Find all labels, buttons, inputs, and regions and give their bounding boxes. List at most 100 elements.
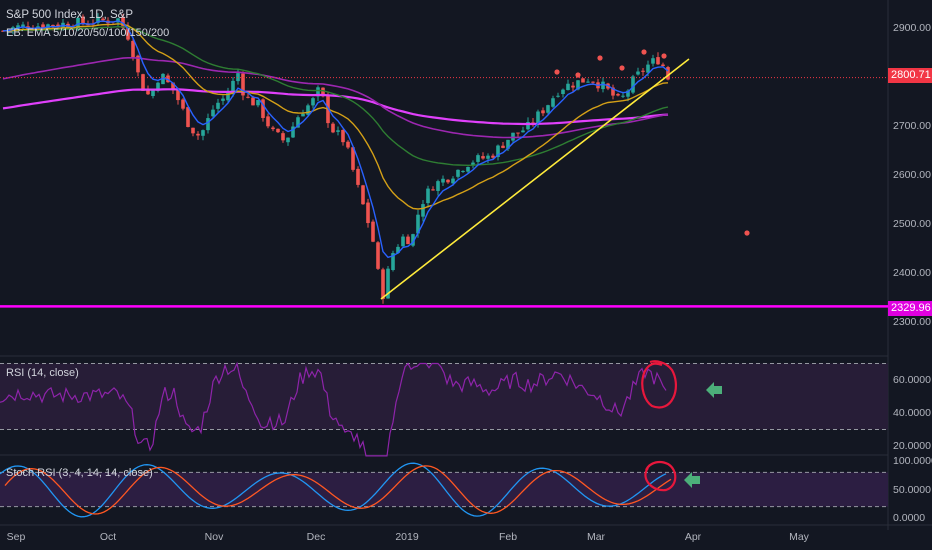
stoch-d-line — [4, 465, 672, 515]
candle-body — [386, 268, 390, 299]
candle-body — [346, 141, 350, 148]
candle-body — [661, 64, 665, 67]
time-label: Apr — [684, 531, 702, 543]
candle-body — [246, 96, 250, 98]
candle-body — [131, 40, 135, 58]
candle-body — [556, 95, 560, 97]
candle-body — [261, 99, 265, 118]
candle-body — [101, 18, 105, 21]
candle-body — [256, 99, 260, 106]
price-tick: 2500.00 — [893, 218, 931, 230]
candle-body — [546, 105, 550, 113]
candle-body — [296, 117, 300, 128]
candle-body — [646, 64, 650, 73]
candle-body — [306, 105, 310, 115]
candle-body — [356, 168, 360, 185]
signal-dot — [575, 72, 581, 78]
candle-body — [541, 110, 545, 114]
candle-body — [361, 185, 365, 205]
candle-body — [451, 178, 455, 184]
stoch-tick: 0.0000 — [893, 512, 926, 524]
candle-body — [146, 89, 150, 95]
candle-body — [476, 155, 480, 162]
candle-body — [536, 111, 540, 124]
candle-body — [241, 73, 245, 96]
candle-body — [466, 166, 470, 172]
candle-body — [446, 179, 450, 183]
candle-body — [496, 145, 500, 157]
candle-body — [601, 81, 605, 90]
candle-body — [191, 127, 195, 134]
candle-body — [581, 78, 585, 83]
candle-body — [266, 116, 270, 127]
rsi-tick: 20.0000 — [893, 440, 931, 452]
candle-body — [456, 169, 460, 177]
candle-body — [16, 25, 20, 29]
candle-body — [321, 87, 325, 97]
candle-body — [371, 221, 375, 242]
candle-body — [396, 246, 400, 254]
price-tick: 2400.00 — [893, 267, 931, 279]
stoch-annotation-circle — [644, 460, 677, 492]
ema50-line — [3, 25, 669, 167]
candle-body — [571, 85, 575, 88]
support-price-tag: 2329.96 — [888, 301, 932, 316]
time-label: 2019 — [395, 531, 419, 543]
candle-body — [641, 70, 645, 72]
candle-body — [121, 16, 125, 28]
candle-body — [621, 95, 625, 97]
candle-body — [401, 236, 405, 247]
last-price-tag: 2800.71 — [888, 68, 932, 83]
candle-body — [151, 90, 155, 97]
candle-body — [591, 81, 595, 83]
candle-body — [341, 129, 345, 143]
candle-body — [426, 188, 430, 204]
signal-dot — [641, 49, 647, 55]
signal-dot — [661, 53, 667, 59]
rsi-annotation-circle — [641, 360, 677, 409]
time-label: Mar — [586, 531, 606, 543]
candle-body — [41, 24, 45, 29]
stoch-tick: 50.0000 — [893, 484, 931, 496]
candle-body — [216, 102, 220, 109]
stoch-k-line — [0, 462, 667, 518]
candle-body — [521, 130, 525, 133]
candle-body — [186, 107, 190, 127]
candle-body — [486, 155, 490, 159]
candle-body — [291, 126, 295, 138]
candle-body — [141, 74, 145, 91]
candle-body — [481, 156, 485, 159]
candle-body — [631, 76, 635, 93]
rsi-annotation-arrow — [706, 382, 722, 398]
ema20-line — [3, 23, 669, 210]
candle-body — [461, 170, 465, 172]
stoch-pane-title: Stoch RSI (3, 4, 14, 14, close) — [6, 467, 153, 479]
candle-body — [81, 16, 85, 24]
candle-body — [51, 24, 55, 27]
candle-body — [96, 16, 100, 23]
candle-body — [196, 133, 200, 136]
candle-body — [436, 181, 440, 191]
candle-body — [416, 214, 420, 234]
time-label: Sep — [6, 531, 26, 543]
candle-body — [331, 123, 335, 133]
candle-body — [576, 80, 580, 90]
candle-body — [506, 139, 510, 149]
candle-body — [376, 242, 380, 269]
rsi-line — [0, 361, 667, 457]
candle-body — [516, 132, 520, 134]
candle-body — [221, 98, 225, 101]
candle-body — [611, 87, 615, 96]
candle-body — [276, 128, 280, 133]
candle-body — [666, 67, 670, 80]
candle-body — [251, 97, 255, 106]
candle-body — [161, 73, 165, 85]
rsi-pane-title: RSI (14, close) — [6, 367, 79, 379]
price-tick: 2600.00 — [893, 169, 931, 181]
signal-dot — [744, 230, 750, 236]
signal-dot — [619, 65, 625, 71]
signal-dot — [554, 69, 560, 75]
candle-body — [311, 98, 315, 106]
trend-line — [380, 58, 690, 300]
